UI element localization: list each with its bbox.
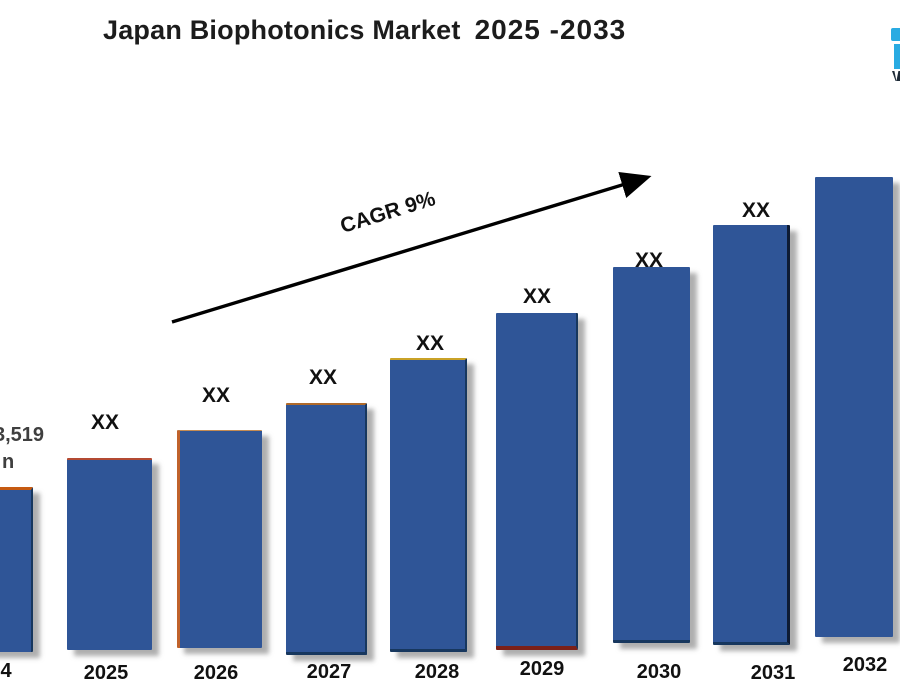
bar-2031 (713, 225, 790, 645)
title-main: Japan Biophotonics Market (103, 15, 461, 45)
page-title: Japan Biophotonics Market 2025 -2033 (103, 14, 626, 46)
title-range: 2025 -2033 (474, 14, 627, 45)
brand-logo-icon (891, 28, 900, 41)
x-tick-2030: 2030 (636, 661, 682, 683)
bar-4 (0, 487, 33, 652)
brand-logo-icon (894, 44, 900, 69)
bar-2032 (815, 177, 893, 637)
x-tick-2026: 2026 (193, 662, 239, 684)
bar-2030 (613, 267, 690, 643)
x-tick-2031: 2031 (750, 662, 796, 684)
bar-2026 (177, 430, 262, 648)
bar-value-label-2025: XX (90, 411, 119, 434)
x-tick-2029: 2029 (519, 658, 565, 680)
bar-value-label-2031: XX (741, 199, 770, 222)
bar-value-label-2028: XX (415, 332, 444, 355)
first-bar-unit-fragment: n (2, 451, 15, 473)
bar-value-label-2029: XX (522, 285, 551, 308)
cagr-annotation: CAGR 9% (337, 187, 439, 238)
bar-2028 (390, 358, 467, 652)
x-tick-2025: 2025 (83, 662, 129, 684)
x-tick-2032: 2032 (842, 654, 888, 676)
bar-2025 (67, 458, 152, 650)
bar-value-label-2027: XX (308, 366, 337, 389)
bar-2029 (496, 313, 578, 650)
x-tick-2027: 2027 (306, 661, 352, 683)
brand-logo-letter (892, 71, 900, 81)
x-tick-4: 4 (0, 660, 12, 682)
first-bar-value: 3,519 (0, 424, 45, 446)
x-tick-2028: 2028 (414, 661, 460, 683)
bar-value-label-2030: XX (634, 249, 663, 272)
bar-2027 (286, 403, 367, 655)
bar-value-label-2026: XX (201, 384, 230, 407)
